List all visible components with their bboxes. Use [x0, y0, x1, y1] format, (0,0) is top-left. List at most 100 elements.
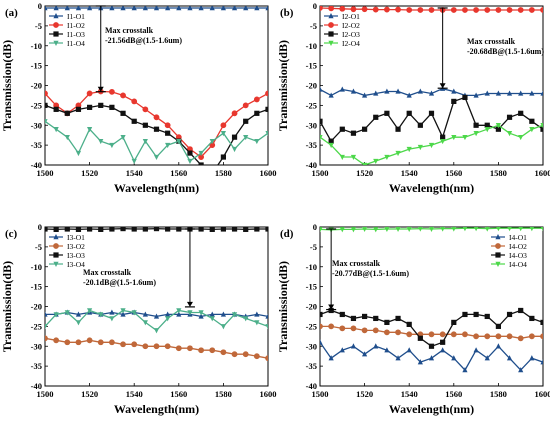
data-point	[372, 6, 379, 13]
x-tick-label: 1540	[126, 168, 143, 178]
data-point	[362, 227, 368, 232]
y-tick-label: -15	[31, 61, 42, 71]
y-tick-label: -40	[31, 160, 42, 170]
data-point	[529, 90, 535, 96]
data-point	[484, 127, 490, 133]
data-point	[373, 158, 379, 165]
data-point	[87, 227, 93, 232]
crosstalk-annotation-value: -20.68dB@(1.5-1.6um)	[467, 47, 544, 56]
data-point	[373, 315, 379, 322]
x-axis-label: Wavelength(nm)	[389, 402, 474, 416]
data-point	[53, 227, 59, 232]
data-point	[339, 325, 346, 332]
data-point	[395, 88, 401, 94]
data-point	[395, 126, 401, 132]
data-point	[45, 311, 48, 317]
data-point	[64, 339, 71, 346]
data-point	[417, 88, 423, 94]
x-tick-label: 1540	[126, 389, 143, 399]
data-point	[64, 227, 70, 232]
y-tick-label: -10	[31, 41, 42, 51]
data-point	[53, 312, 59, 318]
x-tick-label: 1520	[356, 168, 373, 178]
data-point	[462, 367, 468, 373]
data-point	[484, 355, 490, 361]
data-point	[231, 146, 238, 153]
x-tick-label: 1600	[260, 168, 277, 178]
data-point	[540, 90, 543, 96]
data-point	[328, 307, 334, 314]
legend-entry: I2-O3	[342, 30, 360, 39]
legend-marker	[328, 22, 334, 28]
data-point	[120, 92, 126, 99]
data-point	[540, 126, 543, 132]
data-point	[339, 227, 345, 233]
data-point	[473, 7, 479, 13]
data-point	[209, 316, 215, 322]
data-point	[362, 92, 368, 98]
data-point	[540, 7, 543, 13]
data-point	[53, 337, 60, 344]
data-point	[518, 90, 524, 96]
data-point	[462, 331, 468, 338]
series-group	[320, 6, 543, 165]
data-point	[428, 90, 435, 96]
y-axis-label: Transmission(dB)	[0, 40, 14, 131]
x-tick-label: 1600	[535, 168, 550, 178]
plot-area	[319, 5, 544, 166]
data-point	[109, 6, 115, 11]
data-point	[86, 90, 93, 97]
data-point	[120, 134, 126, 141]
data-point	[98, 138, 104, 145]
data-point	[75, 106, 82, 112]
data-point	[462, 7, 468, 13]
legend-entry: I2-O1	[342, 12, 360, 21]
x-tick-label: 1580	[215, 389, 232, 399]
x-tick-label: 1500	[312, 389, 329, 399]
y-tick-label: -30	[31, 341, 42, 351]
data-point	[265, 106, 268, 112]
data-point	[517, 7, 524, 13]
data-point	[153, 126, 160, 132]
y-tick-label: -25	[31, 100, 42, 110]
data-point	[362, 162, 368, 165]
data-point	[384, 227, 390, 232]
data-point	[254, 320, 260, 326]
data-point	[440, 138, 446, 145]
x-tick-label: 1580	[215, 168, 232, 178]
data-point	[109, 339, 115, 346]
data-point	[350, 343, 357, 349]
data-point	[428, 7, 435, 13]
data-point	[153, 343, 160, 350]
legend-marker	[53, 22, 59, 28]
data-point	[75, 320, 82, 326]
x-tick-label: 1580	[490, 389, 507, 399]
legend-entry: I1-O2	[67, 21, 85, 30]
data-point	[462, 227, 468, 232]
y-axis-label: Transmission(dB)	[0, 261, 14, 352]
y-tick-label: -20	[306, 81, 317, 91]
data-point	[120, 311, 126, 317]
data-point	[451, 134, 457, 141]
data-point	[320, 118, 323, 124]
x-tick-label: 1560	[170, 389, 187, 399]
data-point	[153, 114, 160, 121]
y-tick-label: -30	[31, 120, 42, 130]
y-tick-label: -15	[31, 282, 42, 292]
data-point	[320, 6, 323, 11]
data-point	[339, 311, 345, 318]
legend-entry: I2-O4	[342, 39, 360, 48]
legend-entry: I1-O4	[67, 39, 85, 48]
data-point	[153, 313, 160, 319]
data-point	[506, 7, 513, 13]
data-point	[540, 227, 543, 232]
data-point	[540, 333, 543, 340]
data-point	[198, 227, 204, 232]
y-tick-label: -40	[31, 381, 42, 391]
data-point	[495, 126, 501, 132]
data-point	[142, 227, 148, 232]
data-point	[98, 102, 104, 108]
data-point	[506, 355, 513, 361]
data-point	[518, 307, 524, 314]
data-point	[209, 227, 215, 232]
